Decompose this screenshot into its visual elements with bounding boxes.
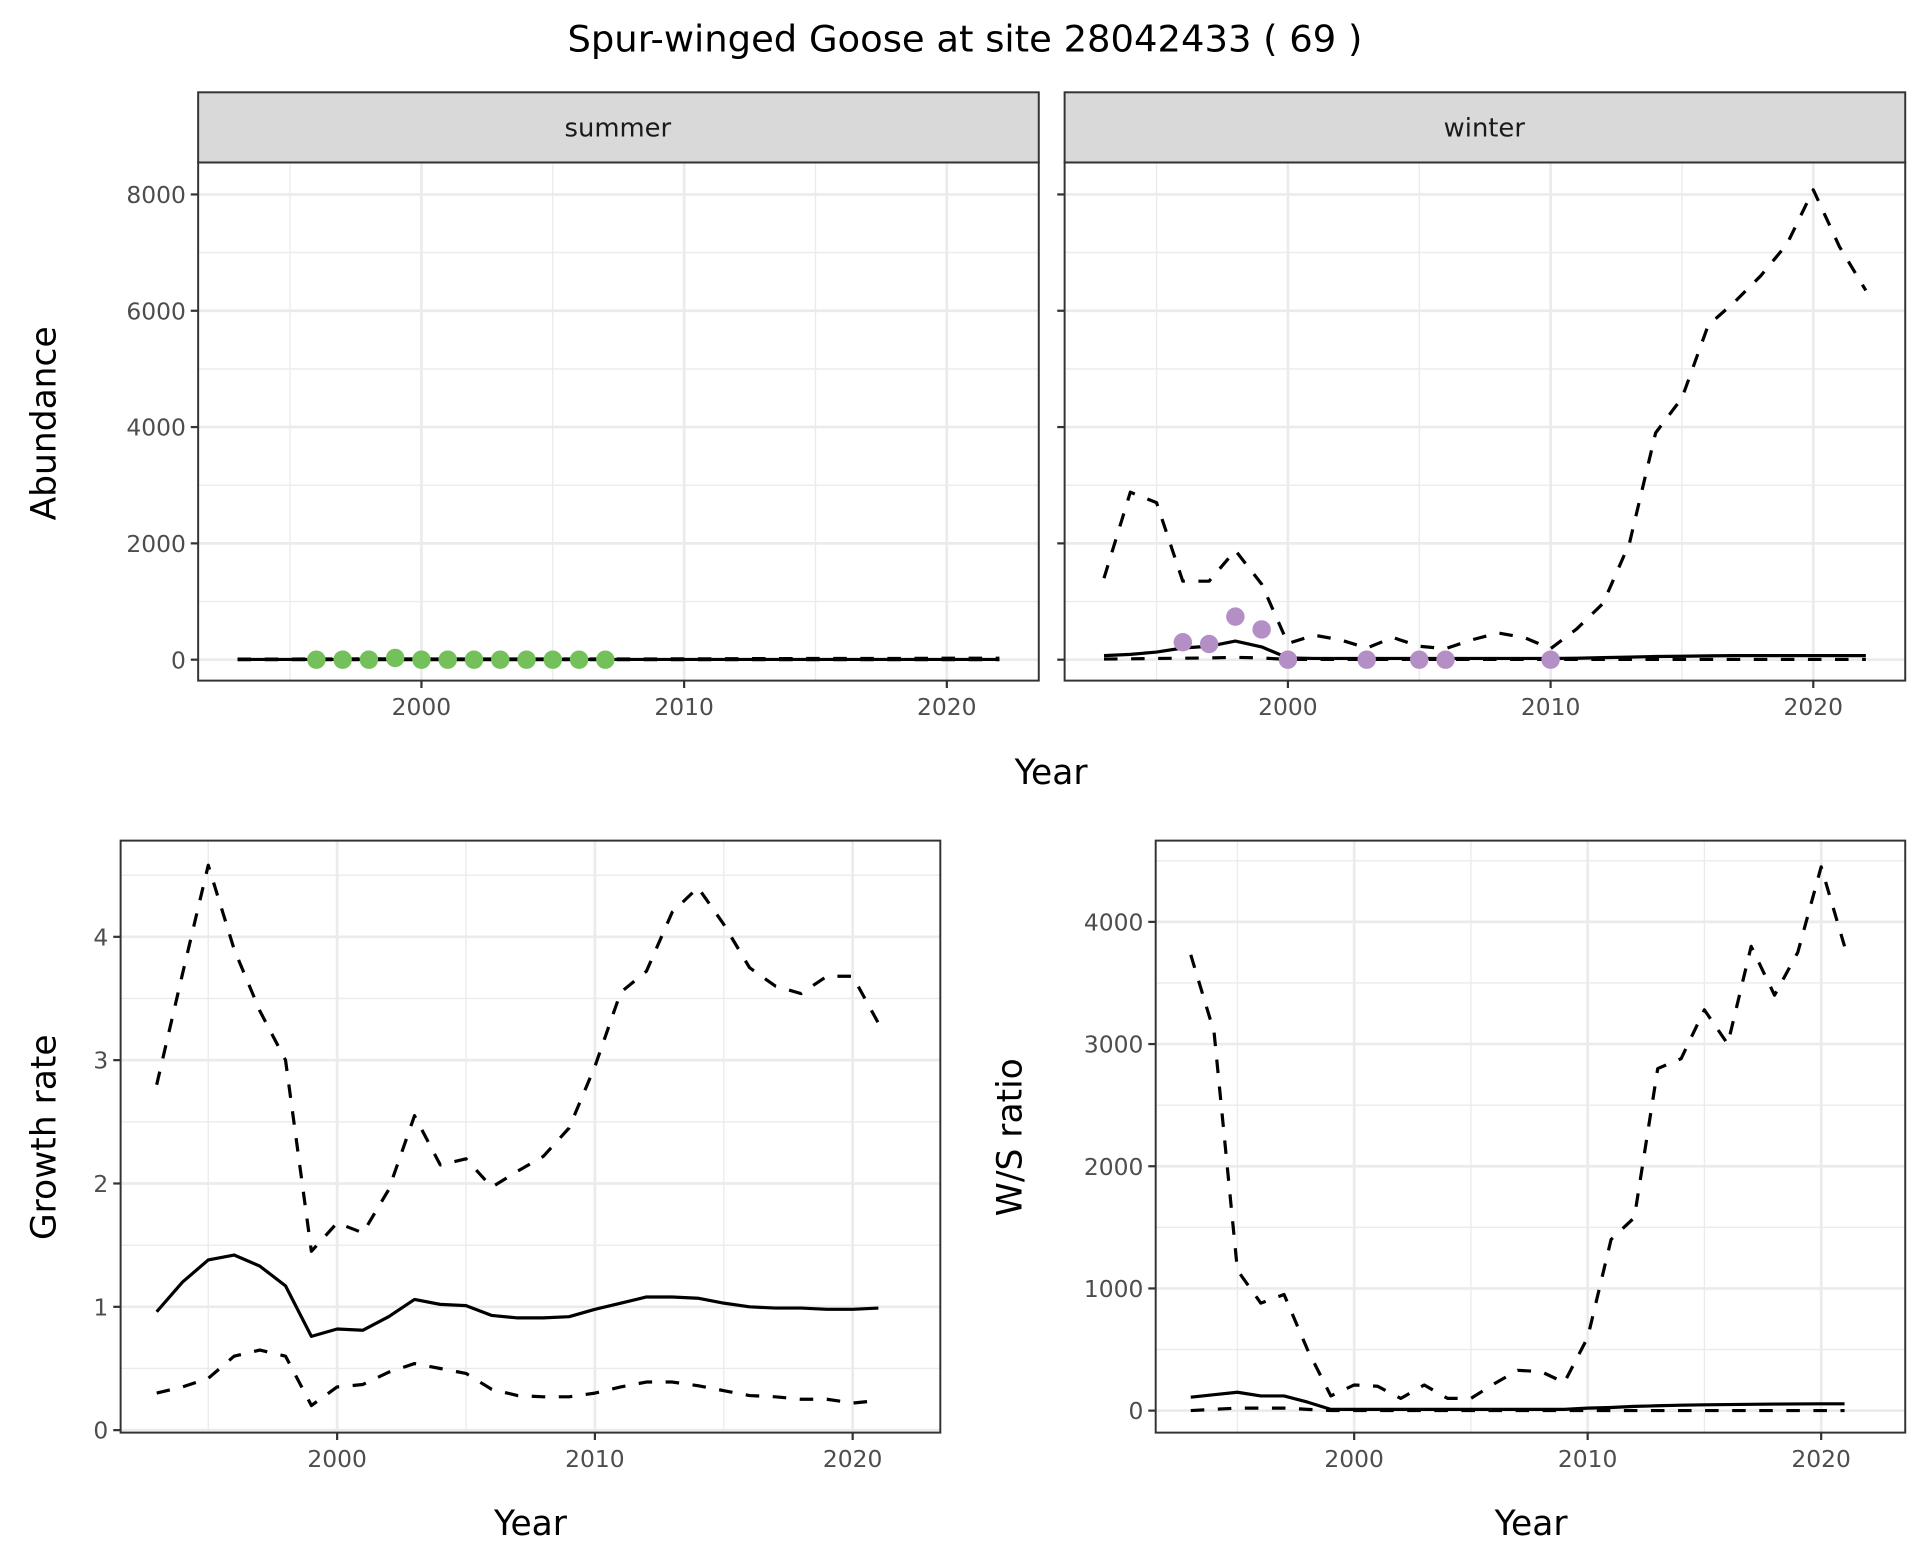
y-tick-label: 4000 bbox=[1084, 908, 1144, 936]
y-tick-label: 8000 bbox=[126, 181, 186, 209]
series-line-lower-bound bbox=[1190, 1406, 1845, 1413]
y-axis-title-abundance: Abundance bbox=[24, 326, 64, 520]
facet-label-winter: winter bbox=[1444, 114, 1526, 144]
panel-ws-ratio: 2000 2010 2020 0 1000 2000 3000 4000 bbox=[1084, 839, 1907, 1473]
x-tick-label: 2000 bbox=[392, 693, 452, 721]
series-line-lower-bound bbox=[156, 1348, 879, 1408]
y-tick-label: 0 bbox=[93, 1417, 108, 1445]
series-line-upper-bound bbox=[1102, 188, 1868, 651]
y-tick-label: 4 bbox=[93, 923, 108, 951]
y-tick-label: 4000 bbox=[126, 414, 186, 442]
data-point bbox=[412, 650, 431, 669]
panel-summer: 2000 2010 2020 0 2000 4000 6000 8000 bbox=[126, 91, 1040, 721]
panel-background bbox=[198, 162, 1039, 681]
y-tick-label: 2000 bbox=[1084, 1153, 1144, 1181]
y-tick-label: 6000 bbox=[126, 297, 186, 325]
data-point bbox=[359, 650, 379, 669]
data-point bbox=[1173, 633, 1193, 652]
data-point bbox=[596, 650, 615, 669]
data-point bbox=[1199, 634, 1219, 654]
panel-background bbox=[1155, 840, 1906, 1433]
y-tick-label: 0 bbox=[1129, 1397, 1144, 1425]
y-axis-title-growth: Growth rate bbox=[24, 1034, 64, 1240]
data-point bbox=[517, 650, 536, 669]
y-tick-label: 2 bbox=[93, 1170, 108, 1198]
x-tick-label: 2020 bbox=[917, 693, 977, 721]
y-tick-label: 1 bbox=[93, 1293, 108, 1321]
x-tick-label: 2010 bbox=[654, 693, 714, 721]
data-point bbox=[1410, 650, 1429, 669]
panel-border bbox=[1154, 839, 1907, 1434]
chart-title: Spur-winged Goose at site 28042433 ( 69 … bbox=[567, 18, 1362, 61]
x-tick-label: 2000 bbox=[307, 1445, 367, 1473]
y-tick-label: 2000 bbox=[126, 530, 186, 558]
data-point bbox=[491, 650, 510, 669]
x-axis-title-top: Year bbox=[1014, 753, 1089, 793]
x-axis-title-ratio: Year bbox=[1494, 1504, 1569, 1544]
x-tick-label: 2010 bbox=[1558, 1445, 1618, 1473]
data-point bbox=[1436, 650, 1455, 669]
panel-background bbox=[120, 840, 941, 1433]
data-point bbox=[1252, 620, 1271, 639]
series-line-estimate bbox=[155, 1253, 879, 1338]
panel-border bbox=[119, 839, 942, 1434]
data-point bbox=[1541, 650, 1560, 669]
data-point bbox=[385, 648, 405, 668]
y-tick-label: 3000 bbox=[1084, 1031, 1144, 1059]
data-point bbox=[1357, 650, 1376, 669]
panel-background bbox=[1064, 162, 1906, 681]
x-tick-label: 2010 bbox=[1521, 693, 1581, 721]
y-tick-label: 3 bbox=[93, 1047, 108, 1075]
data-point bbox=[569, 650, 589, 669]
panel-growth-rate: 2000 2010 2020 0 1 2 3 4 bbox=[93, 839, 942, 1473]
x-tick-label: 2010 bbox=[565, 1445, 625, 1473]
data-point bbox=[464, 650, 484, 669]
series-line-upper-bound bbox=[1189, 865, 1847, 1400]
y-axis-title-ratio: W/S ratio bbox=[991, 1058, 1031, 1216]
series-line-lower-bound bbox=[1103, 655, 1866, 662]
facet-strip bbox=[197, 91, 1040, 164]
y-tick-label: 1000 bbox=[1084, 1275, 1144, 1303]
data-point bbox=[543, 650, 563, 669]
facet-label-summer: summer bbox=[565, 114, 672, 144]
y-tick-label: 0 bbox=[171, 646, 186, 674]
data-point bbox=[438, 650, 457, 669]
x-axis-title-growth: Year bbox=[493, 1504, 568, 1544]
data-point bbox=[1278, 650, 1298, 669]
x-tick-label: 2020 bbox=[1784, 693, 1844, 721]
x-tick-label: 2020 bbox=[823, 1445, 883, 1473]
panel-winter: 2000 2010 2020 bbox=[1057, 91, 1907, 721]
x-tick-label: 2000 bbox=[1258, 693, 1318, 721]
data-point bbox=[1226, 607, 1245, 626]
facet-strip bbox=[1063, 91, 1907, 164]
data-point bbox=[307, 650, 326, 669]
x-tick-label: 2020 bbox=[1791, 1445, 1851, 1473]
data-point bbox=[333, 650, 352, 669]
x-tick-label: 2000 bbox=[1324, 1445, 1384, 1473]
series-line-upper-bound bbox=[155, 863, 880, 1253]
